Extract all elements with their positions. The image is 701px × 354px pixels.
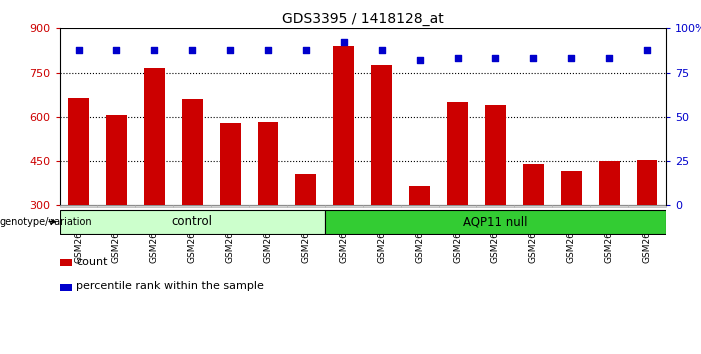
Bar	[211, 205, 249, 207]
Bar	[409, 186, 430, 205]
Point	[149, 47, 160, 52]
Bar	[363, 205, 401, 207]
Bar	[97, 205, 135, 207]
Bar	[334, 46, 354, 205]
Bar	[599, 161, 620, 205]
Bar	[477, 205, 515, 207]
Point	[376, 47, 388, 52]
Bar	[60, 205, 97, 207]
Bar	[60, 210, 325, 234]
Bar	[257, 122, 278, 205]
Bar	[628, 205, 666, 207]
Bar	[60, 284, 72, 291]
Point	[528, 56, 539, 61]
Bar	[182, 99, 203, 205]
Point	[452, 56, 463, 61]
Point	[490, 56, 501, 61]
Point	[111, 47, 122, 52]
Bar	[485, 105, 506, 205]
Bar	[287, 205, 325, 207]
Bar	[249, 205, 287, 207]
Bar	[106, 115, 127, 205]
Bar	[173, 205, 211, 207]
Bar	[447, 102, 468, 205]
Bar	[135, 205, 173, 207]
Text: count: count	[76, 257, 108, 267]
Bar	[68, 98, 89, 205]
Point	[604, 56, 615, 61]
Point	[414, 57, 426, 63]
Text: genotype/variation: genotype/variation	[0, 217, 93, 227]
Point	[566, 56, 577, 61]
Text: percentile rank within the sample: percentile rank within the sample	[76, 281, 264, 291]
Bar	[325, 210, 666, 234]
Point	[338, 40, 349, 45]
Point	[262, 47, 273, 52]
Bar	[296, 175, 316, 205]
Bar	[325, 205, 363, 207]
Bar	[523, 164, 544, 205]
Point	[641, 47, 653, 52]
Bar	[590, 205, 628, 207]
Bar	[372, 65, 392, 205]
Bar	[144, 68, 165, 205]
Point	[300, 47, 311, 52]
Bar	[637, 160, 658, 205]
Point	[73, 47, 84, 52]
Title: GDS3395 / 1418128_at: GDS3395 / 1418128_at	[282, 12, 444, 26]
Point	[224, 47, 236, 52]
Bar	[439, 205, 477, 207]
Bar	[60, 259, 72, 266]
Bar	[401, 205, 439, 207]
Point	[186, 47, 198, 52]
Bar	[515, 205, 552, 207]
Text: control: control	[172, 215, 212, 228]
Bar	[561, 171, 582, 205]
Text: AQP11 null: AQP11 null	[463, 215, 528, 228]
Bar	[552, 205, 590, 207]
Bar	[219, 123, 240, 205]
